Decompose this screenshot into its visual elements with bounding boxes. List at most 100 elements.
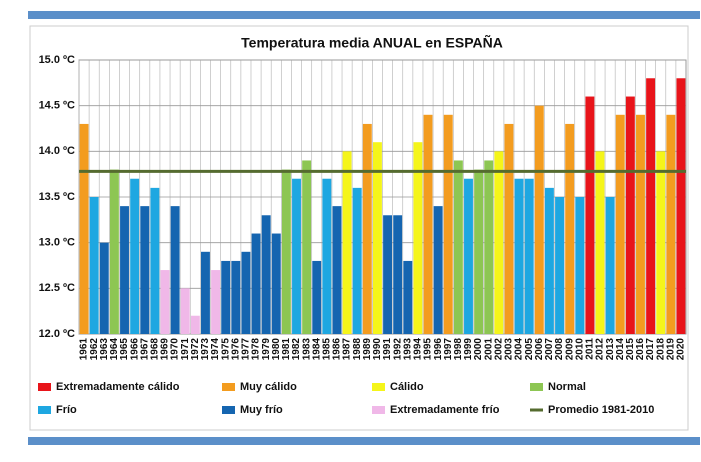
x-tick-label: 1973 bbox=[200, 338, 211, 361]
legend-label: Muy frío bbox=[240, 404, 283, 416]
x-tick-label: 2009 bbox=[564, 338, 575, 361]
x-tick-label: 2015 bbox=[625, 338, 636, 361]
legend-label: Extremadamente frío bbox=[390, 404, 500, 416]
x-tick-label: 2018 bbox=[655, 338, 666, 361]
bar bbox=[160, 270, 170, 334]
legend-label: Muy cálido bbox=[240, 381, 297, 393]
bar bbox=[170, 206, 180, 334]
legend-label: Frío bbox=[56, 404, 77, 416]
x-tick-label: 2011 bbox=[585, 338, 596, 360]
bar bbox=[281, 169, 291, 334]
x-tick-label: 1982 bbox=[291, 338, 302, 361]
bar bbox=[261, 215, 271, 334]
bar bbox=[140, 206, 150, 334]
bar bbox=[393, 215, 403, 334]
bar bbox=[433, 206, 443, 334]
bar bbox=[565, 123, 575, 334]
bar bbox=[292, 178, 301, 334]
x-tick-label: 2014 bbox=[615, 338, 626, 361]
bar bbox=[211, 270, 221, 334]
x-tick-label: 1995 bbox=[423, 338, 434, 361]
bar bbox=[372, 142, 382, 334]
x-tick-label: 1998 bbox=[453, 338, 464, 361]
x-tick-label: 1972 bbox=[190, 338, 201, 361]
bar bbox=[332, 206, 342, 334]
x-tick-label: 1989 bbox=[362, 338, 373, 361]
legend-swatch bbox=[222, 406, 235, 414]
x-tick-label: 1993 bbox=[402, 338, 413, 361]
x-tick-label: 1988 bbox=[352, 338, 363, 361]
x-tick-label: 1981 bbox=[281, 338, 292, 361]
bar bbox=[201, 251, 210, 334]
bar bbox=[666, 114, 676, 334]
x-tick-label: 2020 bbox=[676, 338, 687, 361]
bar bbox=[383, 215, 393, 334]
bar bbox=[423, 114, 433, 334]
x-tick-label: 2013 bbox=[605, 338, 616, 361]
bar bbox=[656, 151, 666, 334]
x-tick-label: 1983 bbox=[301, 338, 312, 361]
legend-label: Cálido bbox=[390, 381, 424, 393]
x-tick-label: 1962 bbox=[89, 338, 100, 361]
bar bbox=[221, 260, 231, 334]
bar bbox=[615, 114, 625, 334]
legend-label: Promedio 1981-2010 bbox=[548, 404, 654, 416]
x-tick-label: 2002 bbox=[493, 338, 504, 361]
bar bbox=[636, 114, 645, 334]
bar bbox=[180, 288, 190, 334]
x-tick-label: 1961 bbox=[79, 338, 90, 361]
x-tick-label: 1969 bbox=[160, 338, 171, 361]
x-tick-label: 1992 bbox=[392, 338, 403, 361]
x-tick-label: 1967 bbox=[139, 338, 150, 361]
y-tick-label: 12.5 ºC bbox=[39, 282, 75, 294]
x-tick-label: 1977 bbox=[241, 338, 252, 361]
bar bbox=[676, 78, 686, 335]
bar bbox=[534, 105, 544, 335]
bar bbox=[352, 187, 362, 334]
bar bbox=[251, 233, 261, 334]
x-tick-label: 1985 bbox=[321, 338, 332, 361]
x-tick-label: 2000 bbox=[473, 338, 484, 361]
x-tick-label: 2016 bbox=[635, 338, 646, 361]
y-tick-label: 14.5 ºC bbox=[39, 100, 75, 112]
x-tick-label: 2012 bbox=[595, 338, 606, 361]
bar bbox=[109, 169, 119, 334]
x-tick-label: 1968 bbox=[150, 338, 161, 361]
bar bbox=[524, 178, 534, 334]
x-tick-label: 1975 bbox=[220, 338, 231, 361]
x-tick-label: 2019 bbox=[665, 338, 676, 361]
x-tick-label: 2006 bbox=[534, 338, 545, 361]
x-tick-label: 2003 bbox=[504, 338, 515, 361]
x-tick-label: 2010 bbox=[574, 338, 585, 361]
bar bbox=[443, 114, 453, 334]
legend-swatch bbox=[222, 383, 235, 391]
x-tick-label: 1991 bbox=[382, 338, 393, 361]
bar bbox=[403, 260, 413, 334]
x-tick-label: 2007 bbox=[544, 338, 555, 361]
bar bbox=[474, 169, 484, 334]
bar bbox=[555, 197, 564, 334]
x-tick-label: 1984 bbox=[311, 338, 322, 361]
legend-label: Normal bbox=[548, 381, 586, 393]
bar bbox=[342, 151, 352, 334]
bar bbox=[585, 96, 595, 335]
bar bbox=[302, 160, 312, 334]
bar bbox=[544, 187, 554, 334]
bar bbox=[231, 260, 241, 334]
x-tick-label: 1979 bbox=[261, 338, 272, 361]
bar bbox=[484, 160, 494, 334]
x-tick-label: 1966 bbox=[129, 338, 140, 361]
y-tick-label: 13.0 ºC bbox=[39, 237, 75, 249]
x-tick-label: 1971 bbox=[180, 338, 191, 361]
bar bbox=[646, 78, 656, 335]
x-tick-label: 1965 bbox=[119, 338, 130, 361]
bar bbox=[605, 197, 615, 334]
chart-title: Temperatura media ANUAL en ESPAÑA bbox=[241, 34, 503, 51]
y-tick-label: 12.0 ºC bbox=[39, 328, 75, 340]
legend-label: Extremadamente cálido bbox=[56, 381, 180, 393]
bar bbox=[453, 160, 463, 334]
bar bbox=[150, 187, 160, 334]
bar bbox=[130, 178, 140, 334]
bar bbox=[312, 260, 322, 334]
